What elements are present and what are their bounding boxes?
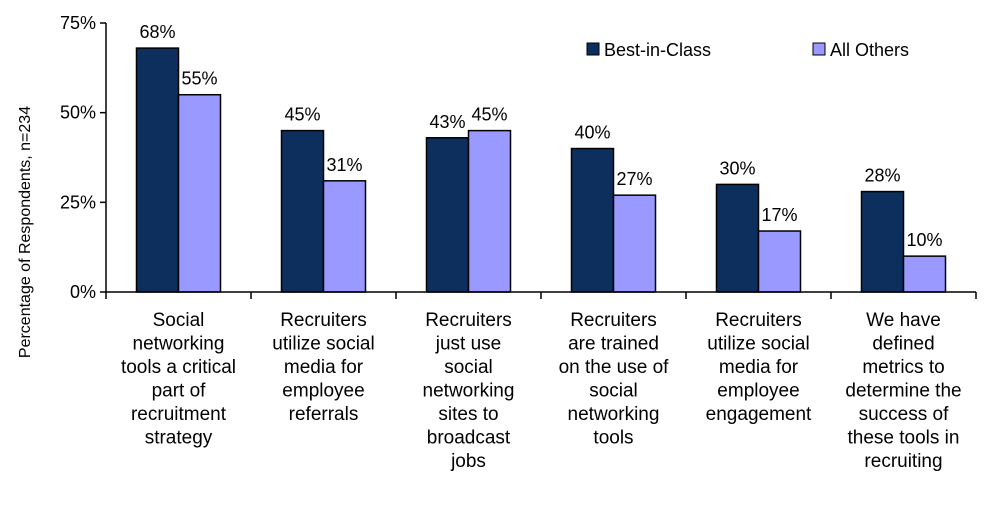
y-tick-label-3: 75% — [60, 13, 96, 33]
legend-label-all-others: All Others — [830, 40, 909, 60]
legend-swatch-best-in-class — [586, 42, 600, 56]
data-label-all-others-1: 31% — [326, 155, 362, 175]
data-label-best-in-class-2: 43% — [429, 112, 465, 132]
data-label-all-others-2: 45% — [471, 105, 507, 125]
bar-best-in-class-5 — [860, 190, 905, 293]
y-tick-label-0: 0% — [70, 282, 96, 302]
category-label-4: Recruiters utilize social media for employe… — [706, 310, 812, 425]
bar-best-in-class-3 — [570, 147, 615, 293]
data-labels-group: 68% 55% 45% 31% 43% 45% 40% 27% 30% 17% 28% 10% — [139, 22, 942, 250]
category-labels-group: Social networking tools a critical part of r… — [121, 310, 962, 472]
bar-all-others-0 — [177, 93, 222, 293]
bar-best-in-class-1 — [280, 129, 325, 293]
bar-best-in-class-0 — [135, 47, 180, 293]
data-label-all-others-4: 17% — [761, 205, 797, 225]
y-tick-label-2: 50% — [60, 103, 96, 123]
category-label-3: Recruiters are trained on the use of social… — [559, 310, 670, 449]
data-label-best-in-class-4: 30% — [719, 158, 755, 178]
bar-best-in-class-4 — [715, 183, 760, 293]
bar-all-others-3 — [612, 194, 657, 293]
legend-swatch-all-others — [812, 42, 826, 56]
category-label-0: Social networking tools a critical part of r… — [121, 310, 236, 449]
bar-all-others-2 — [467, 129, 512, 293]
bar-best-in-class-2 — [425, 137, 470, 293]
data-label-best-in-class-0: 68% — [139, 22, 175, 42]
y-axis-label: Percentage of Respondents, n=234 — [17, 106, 34, 358]
legend: Best-in-Class All Others — [586, 40, 909, 60]
axes-group: 0% 25% 50% 75% — [60, 13, 977, 302]
bar-all-others-5 — [902, 255, 947, 293]
category-label-2: Recruiters just use social networking sites … — [423, 310, 515, 472]
data-label-best-in-class-5: 28% — [864, 166, 900, 186]
bar-all-others-4 — [757, 230, 802, 293]
y-tick-label-1: 25% — [60, 192, 96, 212]
bars-group — [135, 47, 947, 293]
data-label-best-in-class-3: 40% — [574, 123, 610, 143]
category-label-1: Recruiters utilize social media for employe… — [272, 310, 374, 425]
category-label-5: We have defined metrics to determine the suc… — [845, 310, 961, 472]
data-label-best-in-class-1: 45% — [284, 105, 320, 125]
data-label-all-others-5: 10% — [906, 230, 942, 250]
legend-label-best-in-class: Best-in-Class — [604, 40, 711, 60]
bar-all-others-1 — [322, 180, 367, 293]
data-label-all-others-0: 55% — [181, 69, 217, 89]
data-label-all-others-3: 27% — [616, 169, 652, 189]
